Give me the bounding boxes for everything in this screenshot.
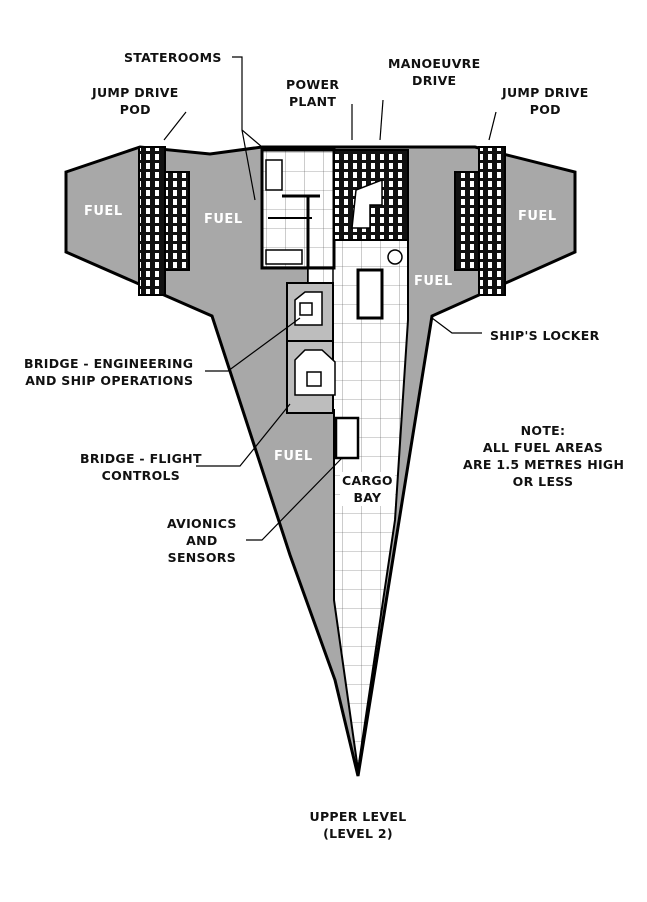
label-jump-drive-pod-left-line2: Pod <box>119 102 151 117</box>
label-power-plant-line1: Power <box>286 77 340 92</box>
label-power-plant-line2: Plant <box>288 94 337 109</box>
label-avionics: Avionics and Sensors <box>167 515 237 566</box>
fuel-note-title: Note: <box>520 423 566 438</box>
level-caption-line1: Upper Level <box>309 809 407 824</box>
fuel-note: Note: All fuel areas are 1.5 metres high… <box>463 422 625 490</box>
label-avionics-line2: and <box>186 533 218 548</box>
label-avionics-line3: Sensors <box>167 550 237 565</box>
fuel-note-line3: or less <box>512 474 574 489</box>
label-manoeuvre-drive-line1: Manoeuvre <box>388 56 481 71</box>
fuel-note-line2: are 1.5 metres high <box>463 457 625 472</box>
label-avionics-line1: Avionics <box>167 516 237 531</box>
label-bridge-engineering-line2: and Ship Operations <box>25 373 194 388</box>
label-bridge-engineering: Bridge - Engineering and Ship Operations <box>24 355 193 389</box>
label-jump-drive-pod-right-line1: Jump Drive <box>502 85 589 100</box>
ships-locker <box>356 268 384 320</box>
label-jump-drive-pod-left-line1: Jump Drive <box>92 85 179 100</box>
label-jump-drive-pod-right-line2: Pod <box>529 102 561 117</box>
label-bridge-flight-line2: Controls <box>101 468 181 483</box>
label-cargo-bay: Cargo Bay <box>340 472 395 506</box>
fuel-label-lower: Fuel <box>274 449 313 464</box>
level-caption: Upper Level (level 2) <box>298 808 418 842</box>
label-manoeuvre-drive: Manoeuvre Drive <box>388 55 480 89</box>
label-staterooms: Staterooms <box>124 50 222 65</box>
label-jump-drive-pod-left: Jump Drive Pod <box>92 84 179 118</box>
label-cargo-bay-line1: Cargo <box>342 473 393 488</box>
label-bridge-flight: Bridge - Flight Controls <box>80 450 202 484</box>
label-cargo-bay-line2: Bay <box>353 490 382 505</box>
jump-drive-pod-left <box>138 146 166 296</box>
avionics-and-sensors <box>334 416 360 460</box>
label-power-plant: Power Plant <box>286 76 339 110</box>
fuel-label-right-wing: Fuel <box>414 274 453 289</box>
label-ships-locker: Ship's Locker <box>490 328 600 343</box>
fuel-label-left-wing: Fuel <box>204 212 243 227</box>
fuel-label-right-pod: Fuel <box>518 209 557 224</box>
fuel-note-line1: All fuel areas <box>482 440 604 455</box>
label-jump-drive-pod-right: Jump Drive Pod <box>502 84 589 118</box>
level-caption-line2: (level 2) <box>323 826 393 841</box>
label-manoeuvre-drive-line2: Drive <box>412 73 457 88</box>
fuel-label-left-pod: Fuel <box>84 204 123 219</box>
jump-drive-pod-right <box>478 146 506 296</box>
label-bridge-flight-line1: Bridge - Flight <box>80 451 202 466</box>
label-bridge-engineering-line1: Bridge - Engineering <box>24 356 194 371</box>
